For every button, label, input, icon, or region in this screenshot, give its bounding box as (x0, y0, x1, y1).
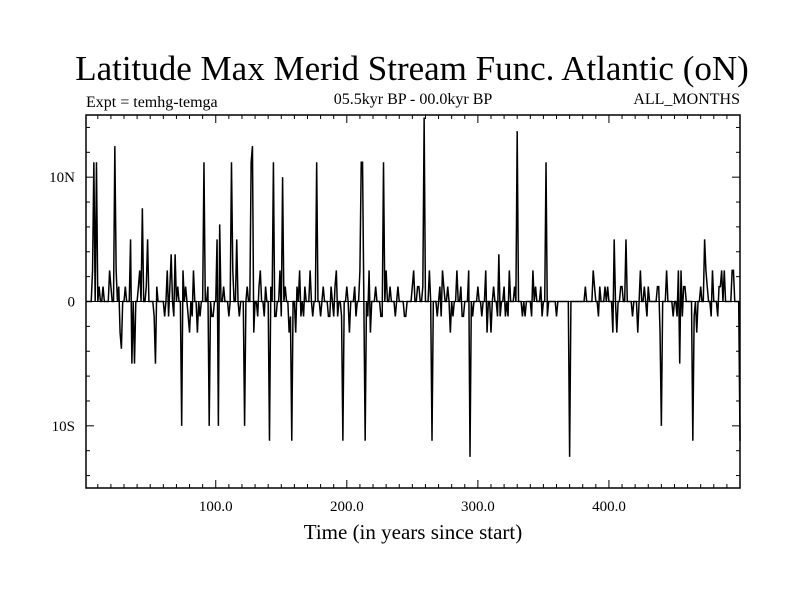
x-axis-tick-labels: 100.0 200.0 300.0 400.0 (199, 499, 626, 515)
x-tick-label: 300.0 (461, 499, 495, 515)
plot-frame (85, 114, 741, 489)
experiment-label: Expt = temhg-temga (86, 94, 218, 111)
x-tick-label: 400.0 (592, 499, 626, 515)
y-tick-label: 0 (68, 295, 76, 311)
y-tick-label: 10S (52, 419, 75, 435)
x-tick-label: 200.0 (330, 499, 364, 515)
period-label: 05.5kyr BP - 00.0kyr BP (334, 91, 493, 108)
chart-title: Latitude Max Merid Stream Func. Atlantic… (75, 49, 749, 88)
x-tick-label: 100.0 (199, 499, 233, 515)
y-axis-tick-labels: 10N 0 10S (49, 170, 75, 435)
series-line (86, 117, 741, 457)
x-axis-title: Time (in years since start) (304, 520, 523, 544)
months-label: ALL_MONTHS (633, 91, 740, 108)
y-tick-label: 10N (49, 170, 75, 186)
